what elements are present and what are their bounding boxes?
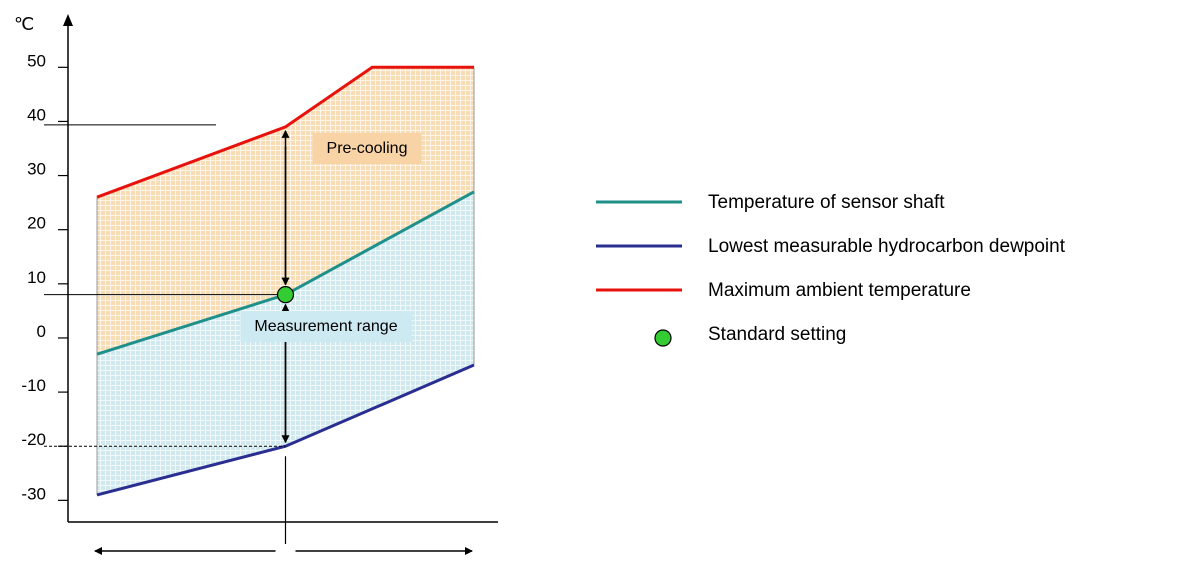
- y-tick-label: -20: [21, 430, 46, 449]
- legend-label-standard-setting: Standard setting: [708, 324, 846, 345]
- y-tick-label: -30: [21, 484, 46, 503]
- legend-label-sensor: Temperature of sensor shaft: [708, 192, 945, 213]
- region-label-measurement: Measurement range: [254, 318, 397, 335]
- y-tick-label: 10: [27, 268, 46, 287]
- y-tick-label: 50: [27, 51, 46, 70]
- y-tick-label: 0: [37, 322, 46, 341]
- region-label-precooling: Pre-cooling: [327, 140, 408, 157]
- y-tick-label: 20: [27, 214, 46, 233]
- standard-setting-point: [276, 286, 295, 304]
- region-label-box-measurement: [240, 311, 412, 342]
- legend-label-dewpoint: Lowest measurable hydrocarbon dewpoint: [708, 236, 1066, 257]
- legend-label-ambient: Maximum ambient temperature: [708, 280, 971, 301]
- y-axis-arrow-icon: [63, 14, 73, 26]
- region-label-box-precooling: [312, 133, 422, 164]
- y-tick-label: -10: [21, 376, 46, 395]
- series-line-ambient: [96, 65, 474, 199]
- y-unit-label: ℃: [14, 14, 34, 34]
- y-tick-label: 30: [27, 160, 46, 179]
- legend-marker-standard-setting: [654, 329, 672, 347]
- y-tick-label: 40: [27, 105, 46, 124]
